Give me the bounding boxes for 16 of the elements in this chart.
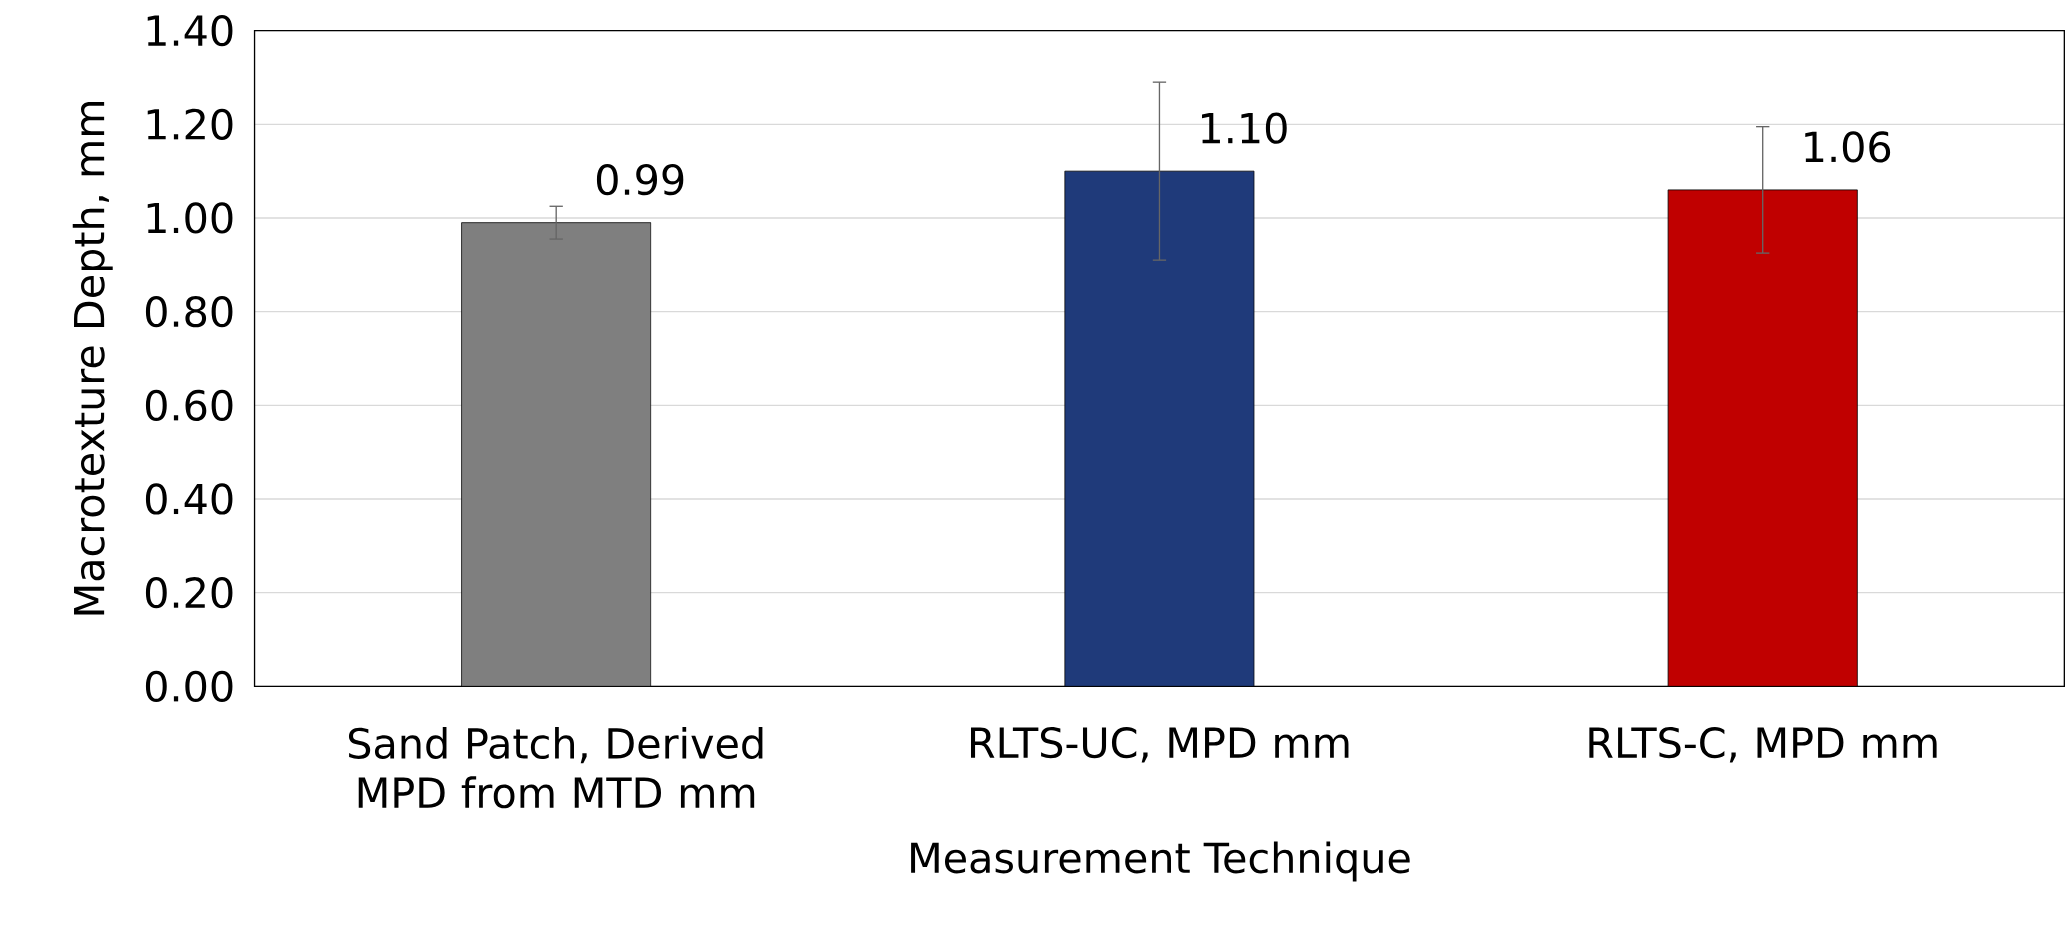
y-tick-label: 0.80 (145, 296, 233, 328)
x-tick-label: RLTS-UC, MPD mm (970, 727, 1349, 763)
data-label: 1.10 (1202, 112, 1287, 144)
y-tick-label: 0.20 (145, 577, 233, 609)
x-tick-label: RLTS-C, MPD mm (1589, 727, 1937, 763)
data-label: 1.06 (1805, 131, 1891, 163)
y-tick-label: 1.20 (147, 108, 233, 140)
x-axis-title: Measurement Technique (911, 841, 1410, 882)
x-tick-label: Sand Patch, Derived MPD from MTD mm (348, 727, 763, 809)
y-tick-label: 0.00 (145, 670, 233, 703)
data-label: 0.99 (596, 164, 684, 196)
y-tick-label: 0.40 (145, 483, 233, 515)
y-tick-label: 0.60 (145, 389, 233, 421)
y-tick-label: 1.00 (147, 202, 233, 234)
y-axis-title: Macrotexture Depth, mm (72, 102, 113, 615)
y-tick-label: 1.40 (147, 15, 233, 47)
